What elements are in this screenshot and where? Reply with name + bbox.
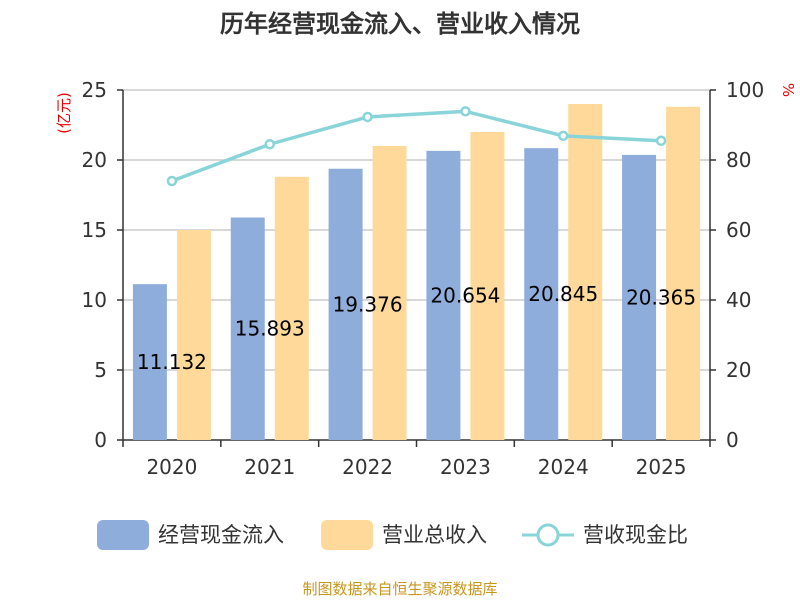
- ratio-point: [362, 111, 373, 123]
- bar-cash-inflow: [524, 148, 559, 441]
- data-label-cash-inflow: 20.365: [626, 285, 696, 309]
- bar-revenue: [372, 146, 407, 440]
- data-label-cash-inflow: 20.845: [528, 282, 598, 306]
- bar-cash-inflow: [426, 150, 461, 440]
- ratio-point: [655, 135, 667, 146]
- x-tick-label: 2023: [440, 455, 491, 479]
- data-label-cash-inflow: 15.893: [235, 317, 305, 341]
- legend-label-cash-inflow: 经营现金流入: [158, 523, 284, 547]
- grid-lines: [123, 89, 710, 371]
- bar-revenue: [568, 104, 603, 440]
- data-label-cash-inflow: 11.132: [137, 350, 207, 374]
- right-axis-unit: %: [779, 83, 797, 97]
- bar-revenue: [666, 106, 701, 441]
- legend-swatch-cash-inflow: [97, 520, 149, 550]
- bar-revenue: [274, 176, 309, 441]
- right-tick-label: 100: [726, 78, 764, 102]
- x-tick-label: 2024: [538, 455, 589, 479]
- right-tick-label: 80: [726, 148, 751, 172]
- left-tick-label: 5: [94, 358, 107, 382]
- right-tick-label: 20: [726, 358, 751, 382]
- legend-label-revenue: 营业总收入: [382, 523, 487, 547]
- bar-cash-inflow: [328, 168, 363, 440]
- bar-cash-inflow: [622, 154, 657, 440]
- left-tick-label: 0: [94, 428, 107, 452]
- data-labels: 11.132 15.893 19.376 20.654 20.845 20.365: [137, 282, 696, 374]
- left-tick-label: 10: [82, 288, 107, 312]
- right-tick-label: 40: [726, 288, 751, 312]
- left-tick-label: 20: [82, 148, 107, 172]
- legend-swatch-ratio-marker: [536, 523, 560, 547]
- left-tick-label: 25: [82, 78, 107, 102]
- right-tick-label: 0: [726, 428, 739, 452]
- data-label-cash-inflow: 19.376: [333, 292, 403, 316]
- ratio-point: [166, 175, 178, 187]
- legend-swatch-revenue: [321, 520, 373, 550]
- chart-title: 历年经营现金流入、营业收入情况: [220, 10, 580, 38]
- ratio-point: [460, 106, 471, 117]
- bar-cash-inflow: [132, 284, 167, 440]
- ratio-point: [264, 139, 275, 150]
- ratio-polyline: [171, 109, 662, 183]
- legend: 经营现金流入 营业总收入 营收现金比: [97, 520, 688, 550]
- right-tick-label: 60: [726, 218, 751, 242]
- x-tick-label: 2021: [244, 455, 295, 479]
- bars: [132, 104, 701, 441]
- ratio-line: [166, 106, 667, 187]
- x-tick-label: 2025: [636, 455, 687, 479]
- left-axis-unit: (亿元): [55, 92, 73, 134]
- x-tick-label: 2020: [146, 455, 197, 479]
- source-note: 制图数据来自恒生聚源数据库: [302, 580, 497, 598]
- x-tick-label: 2022: [342, 455, 393, 479]
- bar-cash-inflow: [230, 217, 265, 440]
- legend-label-ratio: 营收现金比: [583, 523, 688, 547]
- bar-revenue: [470, 132, 505, 440]
- left-tick-label: 15: [82, 218, 107, 242]
- bar-revenue: [176, 230, 211, 440]
- data-label-cash-inflow: 20.654: [430, 283, 500, 307]
- ratio-point: [558, 130, 569, 142]
